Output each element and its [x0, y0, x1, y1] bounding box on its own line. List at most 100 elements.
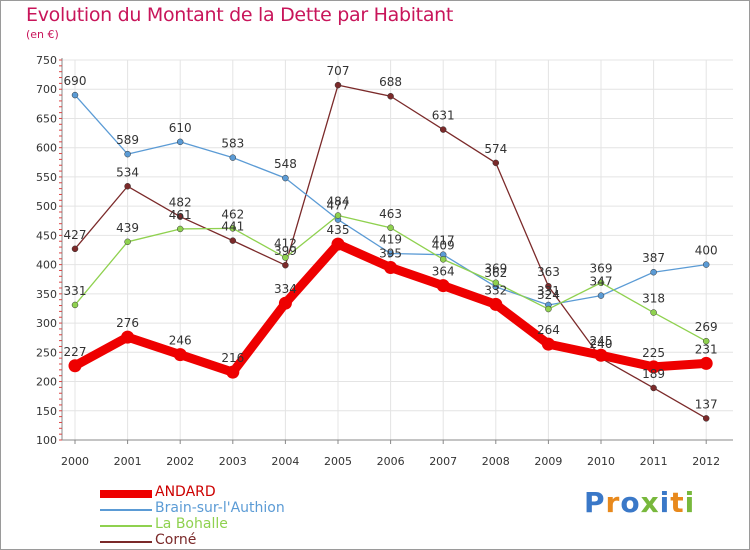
legend-label: Corné	[155, 532, 197, 548]
data-label: 395	[379, 247, 402, 261]
x-tick-label: 2008	[482, 455, 510, 468]
data-label: 463	[379, 207, 402, 221]
data-point	[176, 213, 184, 220]
y-tick-label: 150	[36, 405, 57, 418]
data-point	[121, 330, 135, 344]
data-label: 332	[484, 283, 507, 297]
data-label: 462	[221, 207, 244, 221]
x-tick-label: 2001	[114, 455, 142, 468]
data-label: 461	[169, 208, 192, 222]
data-point	[68, 359, 82, 373]
data-label: 482	[169, 196, 192, 210]
data-label: 427	[64, 228, 87, 242]
data-point	[650, 309, 657, 316]
legend-label: La Bohalle	[155, 516, 228, 532]
legend-label: Brain-sur-l'Authion	[155, 500, 285, 516]
x-tick-label: 2011	[640, 455, 668, 468]
data-label: 412	[274, 237, 297, 251]
data-label: 439	[116, 221, 139, 235]
y-tick-label: 750	[36, 54, 57, 67]
data-point	[439, 126, 447, 133]
data-point	[387, 250, 394, 257]
x-tick-label: 2000	[61, 455, 89, 468]
data-point	[124, 183, 131, 190]
data-point	[597, 292, 605, 299]
data-point	[492, 159, 500, 167]
legend-swatch	[100, 509, 152, 511]
x-tick-label: 2003	[219, 455, 247, 468]
data-label: 534	[116, 165, 139, 179]
x-tick-label: 2005	[324, 455, 352, 468]
data-label: 216	[221, 351, 244, 365]
data-label: 318	[642, 292, 665, 306]
data-label: 477	[327, 199, 350, 213]
data-point	[176, 138, 184, 146]
x-tick-label: 2010	[587, 455, 615, 468]
data-point	[439, 256, 447, 263]
data-label: 548	[274, 157, 297, 171]
data-label: 362	[484, 266, 507, 280]
data-label: 324	[537, 288, 560, 302]
data-label: 364	[432, 265, 455, 279]
data-point	[124, 150, 131, 158]
data-point	[541, 337, 555, 351]
y-tick-label: 300	[36, 317, 57, 330]
data-point	[334, 212, 342, 219]
data-point	[278, 296, 292, 310]
y-tick-label: 550	[36, 171, 57, 184]
data-label: 334	[274, 282, 297, 296]
data-point	[334, 81, 342, 89]
data-point	[229, 154, 237, 161]
data-point	[176, 225, 184, 233]
proxiti-logo: Proxiti	[584, 486, 696, 519]
data-label: 363	[537, 265, 560, 279]
data-label: 231	[695, 342, 718, 356]
data-label: 189	[642, 367, 665, 381]
data-point	[71, 245, 79, 253]
chart-subtitle: (en €)	[26, 28, 59, 41]
data-point	[594, 348, 608, 362]
legend-swatch	[100, 525, 152, 527]
data-label: 610	[169, 121, 192, 135]
data-point	[71, 301, 79, 309]
data-point	[282, 174, 289, 182]
data-label: 400	[695, 244, 718, 258]
legend-swatch	[100, 490, 152, 498]
data-point	[226, 365, 240, 379]
data-label: 435	[327, 223, 350, 237]
data-label: 245	[590, 334, 613, 348]
data-point	[384, 261, 398, 275]
data-label: 583	[221, 137, 244, 151]
data-point	[545, 305, 552, 313]
legend-swatch	[100, 541, 152, 543]
data-label: 409	[432, 238, 455, 252]
data-point	[71, 91, 79, 99]
data-label: 331	[537, 284, 560, 298]
data-point	[229, 237, 237, 244]
data-label: 631	[432, 109, 455, 123]
y-tick-label: 350	[36, 288, 57, 301]
data-label: 369	[484, 262, 507, 276]
x-tick-label: 2012	[692, 455, 720, 468]
y-tick-label: 600	[36, 142, 57, 155]
data-point	[702, 261, 710, 268]
chart-title: Evolution du Montant de la Dette par Hab…	[26, 4, 454, 26]
data-label: 137	[695, 397, 718, 411]
data-label: 688	[379, 75, 402, 89]
data-label: 347	[590, 275, 613, 289]
data-point	[331, 237, 345, 251]
data-point	[702, 337, 710, 345]
data-label: 707	[327, 64, 350, 78]
data-point	[436, 279, 450, 293]
data-label: 417	[432, 234, 455, 248]
data-point	[702, 415, 710, 422]
data-label: 331	[64, 284, 87, 298]
y-tick-label: 700	[36, 83, 57, 96]
data-label: 484	[327, 195, 350, 209]
x-tick-label: 2007	[429, 455, 457, 468]
y-tick-label: 100	[36, 434, 57, 447]
x-tick-label: 2004	[271, 455, 299, 468]
data-label: 369	[590, 262, 613, 276]
